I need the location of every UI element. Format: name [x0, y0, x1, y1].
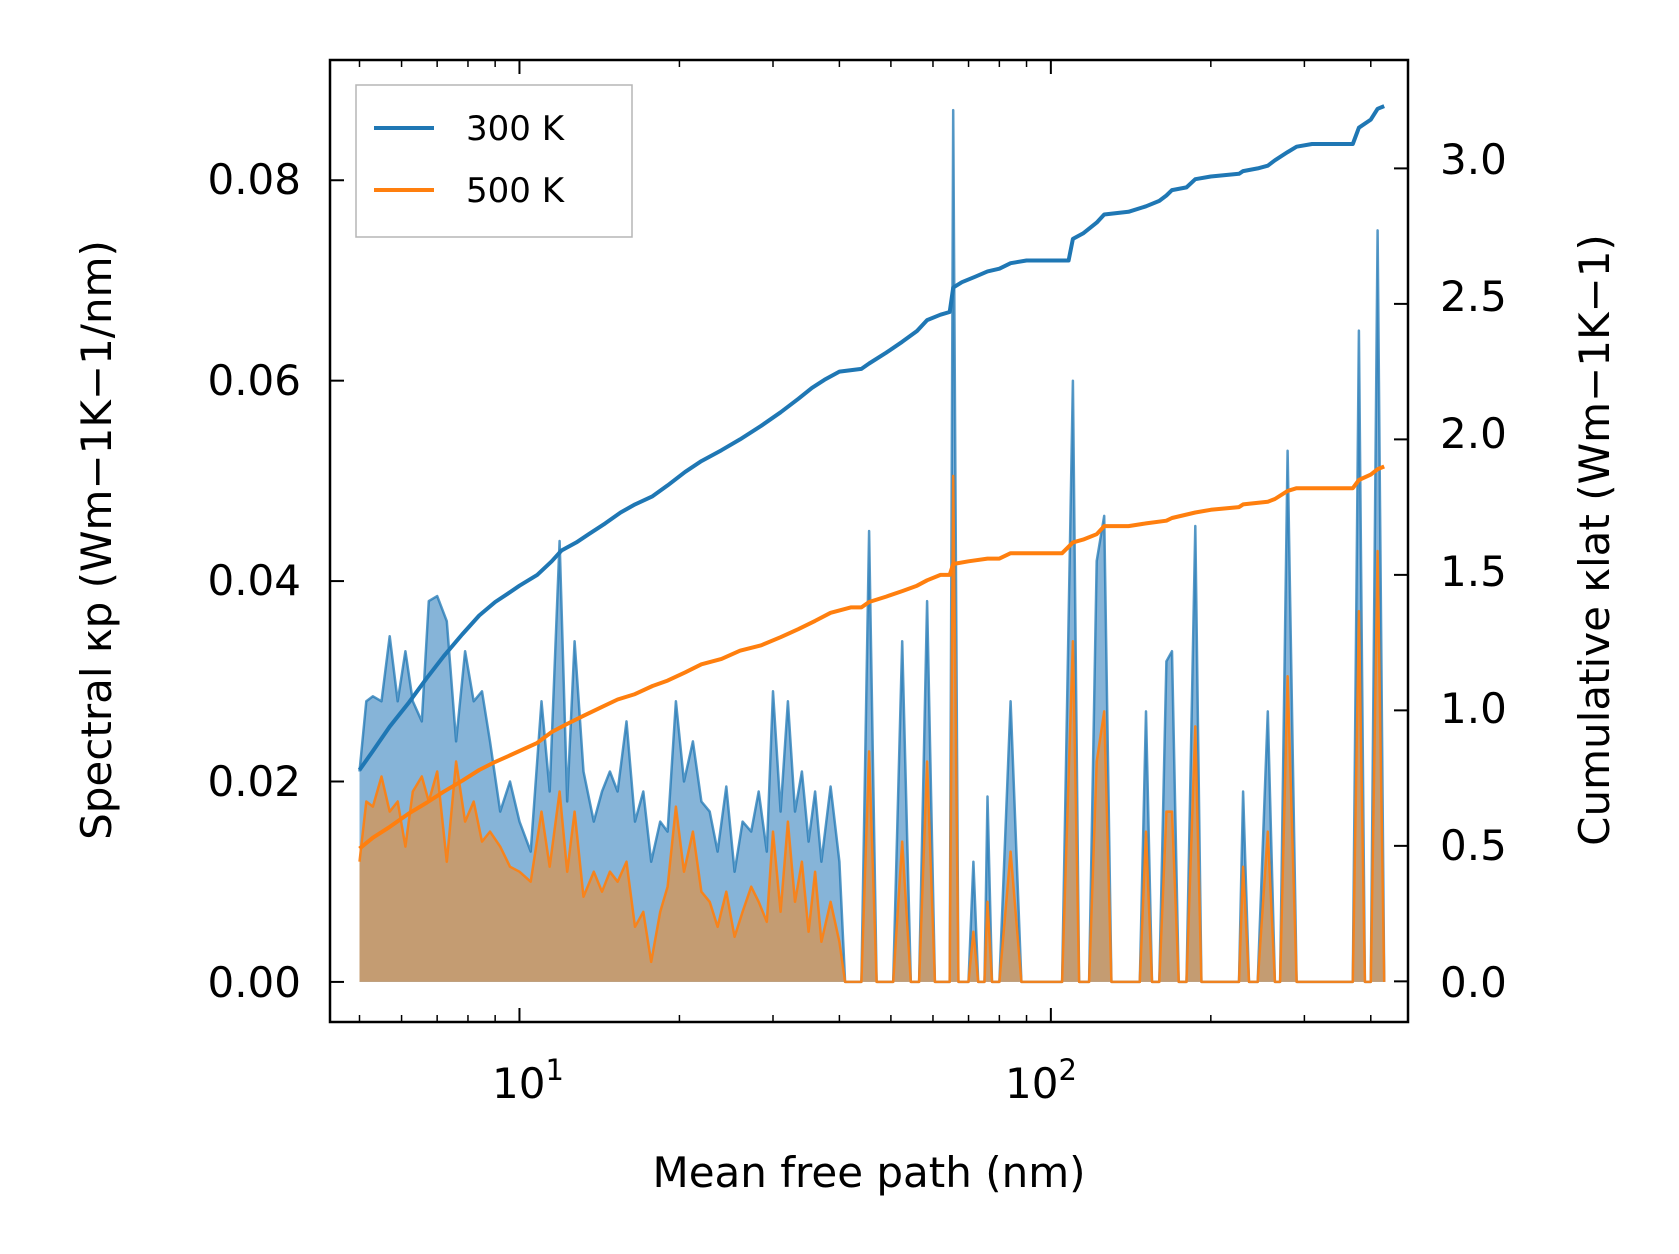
spectral-layer [358, 108, 1386, 984]
y-right-axis-title: Cumulative κlat (Wm−1K−1) [1570, 234, 1619, 846]
cumulative-500k-line [358, 464, 1385, 851]
spectral-500k-line [358, 474, 1386, 984]
x-tick-label-10: 101 [492, 1053, 564, 1108]
y-right-tick-label-0: 0.0 [1440, 958, 1507, 1007]
ticks-layer [330, 60, 1408, 1022]
y-left-axis-title: Spectral κp (Wm−1K−1/nm) [72, 240, 121, 840]
y-right-tick-label-4: 2.0 [1440, 409, 1507, 458]
y-right-tick-label-5: 2.5 [1440, 272, 1507, 321]
legend-box [355, 84, 633, 238]
cumulative-layer [357, 104, 1385, 851]
y-right-tick-label-1: 0.5 [1440, 821, 1507, 870]
legend-label-500k: 500 K [466, 171, 566, 211]
y-left-tick-label-2: 0.04 [207, 556, 301, 605]
legend: 300 K 500 K [355, 84, 633, 238]
x-tick-label-100: 102 [1005, 1053, 1077, 1108]
y-left-tick-label-0: 0.00 [207, 958, 301, 1007]
cumulative-300k-line [357, 104, 1385, 772]
plot-frame [328, 58, 1410, 1024]
y-left-tick-label-4: 0.08 [207, 155, 301, 204]
y-left-tick-label-3: 0.06 [207, 356, 301, 405]
y-right-tick-label-6: 3.0 [1440, 135, 1507, 184]
y-left-tick-label-1: 0.02 [207, 757, 301, 806]
x-axis-title: Mean free path (nm) [652, 1148, 1085, 1197]
y-right-tick-label-2: 1.0 [1440, 684, 1507, 733]
legend-label-300k: 300 K [466, 109, 566, 149]
y-right-tick-label-3: 1.5 [1440, 547, 1507, 596]
